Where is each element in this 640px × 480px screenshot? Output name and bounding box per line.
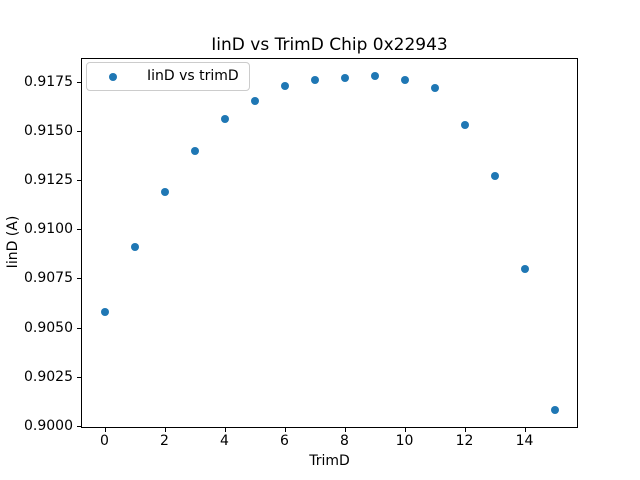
y-tick-label: 0.9075	[24, 270, 73, 287]
data-point	[190, 146, 199, 155]
legend-marker-icon	[109, 72, 117, 81]
y-tick-mark	[77, 229, 81, 231]
x-tick-label: 2	[160, 433, 169, 449]
y-tick-mark	[77, 180, 81, 182]
x-tick-mark	[404, 428, 406, 432]
data-point	[100, 307, 109, 316]
data-point	[550, 406, 559, 415]
x-tick-mark	[224, 428, 226, 432]
y-tick-mark	[77, 130, 81, 132]
x-axis-label: TrimD	[309, 453, 350, 469]
data-point	[220, 115, 229, 124]
data-point	[340, 73, 349, 82]
x-tick-label: 4	[220, 433, 229, 449]
data-point	[400, 75, 409, 84]
data-point	[490, 172, 499, 181]
data-point	[250, 97, 259, 106]
x-tick-label: 10	[395, 433, 414, 449]
x-tick-mark	[524, 428, 526, 432]
x-tick-mark	[344, 428, 346, 432]
y-tick-label: 0.9125	[24, 172, 73, 189]
data-point	[520, 264, 529, 273]
data-point	[460, 120, 469, 129]
x-tick-label: 8	[340, 433, 349, 449]
y-tick-mark	[77, 327, 81, 329]
x-tick-mark	[284, 428, 286, 432]
chart-title: IinD vs TrimD Chip 0x22943	[211, 35, 448, 55]
y-tick-mark	[77, 426, 81, 428]
data-point	[280, 81, 289, 90]
data-point	[130, 242, 139, 251]
x-tick-label: 12	[455, 433, 474, 449]
data-point	[310, 75, 319, 84]
y-tick-mark	[77, 81, 81, 83]
data-point	[430, 83, 439, 92]
y-tick-label: 0.9000	[24, 418, 73, 435]
y-tick-mark	[77, 278, 81, 280]
data-point	[370, 71, 379, 80]
x-tick-label: 0	[100, 433, 109, 449]
x-tick-label: 6	[280, 433, 289, 449]
y-tick-label: 0.9025	[24, 368, 73, 385]
data-point	[160, 187, 169, 196]
legend-label: IinD vs trimD	[147, 68, 239, 84]
y-tick-label: 0.9150	[24, 122, 73, 139]
x-tick-mark	[464, 428, 466, 432]
y-tick-mark	[77, 376, 81, 378]
legend: IinD vs trimD	[86, 62, 250, 91]
y-tick-label: 0.9175	[24, 73, 73, 90]
y-tick-label: 0.9100	[24, 221, 73, 238]
x-tick-mark	[104, 428, 106, 432]
x-tick-mark	[164, 428, 166, 432]
plot-area: IinD vs trimD	[81, 58, 578, 428]
y-tick-label: 0.9050	[24, 319, 73, 336]
x-tick-label: 14	[515, 433, 534, 449]
